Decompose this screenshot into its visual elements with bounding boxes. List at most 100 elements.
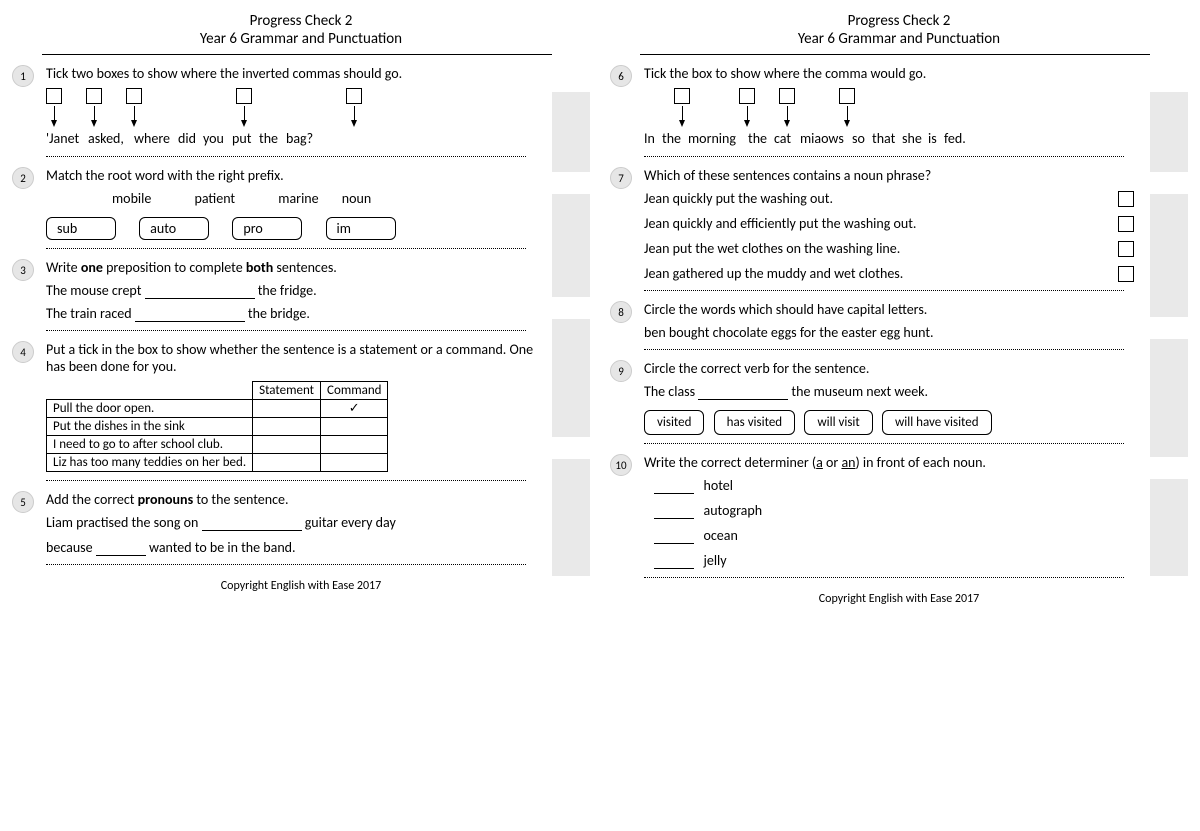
- command-cell[interactable]: [321, 454, 388, 472]
- q-text: Tick two boxes to show where the inverte…: [46, 65, 536, 82]
- checkbox[interactable]: [86, 88, 102, 104]
- noun: ocean: [704, 527, 738, 544]
- word: In: [644, 130, 655, 147]
- checkbox[interactable]: [739, 88, 755, 104]
- sentence-part: wanted to be in the band.: [146, 539, 296, 556]
- blank[interactable]: [654, 480, 694, 494]
- header-rule: [42, 54, 552, 55]
- blank[interactable]: [654, 505, 694, 519]
- sentence-part: The train raced: [46, 305, 135, 322]
- q-number: 2: [12, 167, 34, 189]
- verb-option[interactable]: has visited: [714, 410, 796, 435]
- checkbox[interactable]: [674, 88, 690, 104]
- score-box[interactable]: [552, 772, 590, 794]
- prefix-box[interactable]: sub: [46, 217, 116, 240]
- noun: jelly: [704, 552, 727, 569]
- prefix-box[interactable]: im: [326, 217, 396, 240]
- blank[interactable]: [135, 308, 245, 322]
- separator: [46, 156, 526, 157]
- blank[interactable]: [654, 530, 694, 544]
- word: miaows: [800, 130, 844, 147]
- q-text: Match the root word with the right prefi…: [46, 167, 536, 184]
- statement-cell[interactable]: [253, 400, 321, 418]
- q-text: Add the correct pronouns to the sentence…: [46, 491, 536, 508]
- score-box[interactable]: [1150, 582, 1188, 604]
- checkbox[interactable]: [46, 88, 62, 104]
- blank[interactable]: [96, 542, 146, 556]
- word: the: [662, 130, 681, 147]
- word: the: [748, 130, 767, 147]
- score-box[interactable]: [1150, 757, 1188, 779]
- sentence-part: the museum next week.: [788, 383, 928, 400]
- page-header: Progress Check 2 Year 6 Grammar and Punc…: [610, 12, 1188, 48]
- checkbox[interactable]: [236, 88, 252, 104]
- statement-cell[interactable]: [253, 418, 321, 436]
- checkbox[interactable]: [1118, 266, 1134, 282]
- word: where: [134, 130, 170, 147]
- checkbox[interactable]: [1118, 216, 1134, 232]
- sentence-part: the fridge.: [255, 282, 317, 299]
- separator: [644, 349, 1124, 350]
- verb-option[interactable]: will have visited: [882, 410, 992, 435]
- noun: hotel: [704, 477, 733, 494]
- header-line-2: Year 6 Grammar and Punctuation: [610, 30, 1188, 48]
- q-text: Circle the words which should have capit…: [644, 301, 1134, 318]
- header-line-2: Year 6 Grammar and Punctuation: [12, 30, 590, 48]
- separator: [46, 248, 526, 249]
- worksheet-pages: Progress Check 2 Year 6 Grammar and Punc…: [12, 12, 1188, 606]
- table-row: I need to go to after school club.: [47, 436, 253, 454]
- question-6: 6 Tick the box to show where the comma w…: [610, 65, 1188, 148]
- separator: [46, 480, 526, 481]
- q-text: Circle the correct verb for the sentence…: [644, 360, 1134, 377]
- sentence-part: the bridge.: [245, 305, 310, 322]
- blank[interactable]: [202, 517, 302, 531]
- blank[interactable]: [654, 555, 694, 569]
- command-cell[interactable]: ✓: [321, 400, 388, 418]
- question-4: 4 Put a tick in the box to show whether …: [12, 341, 590, 472]
- separator: [46, 564, 526, 565]
- statement-cell[interactable]: [253, 454, 321, 472]
- word: the: [259, 130, 278, 147]
- q-text: Which of these sentences contains a noun…: [644, 167, 1134, 184]
- tick-sentence: 'Janet asked, where did you put the bag?: [46, 88, 536, 148]
- q-number: 3: [12, 259, 34, 281]
- checkbox[interactable]: [346, 88, 362, 104]
- question-10: 10 Write the correct determiner (a or an…: [610, 454, 1188, 569]
- word: bag?: [286, 130, 313, 147]
- checkbox[interactable]: [126, 88, 142, 104]
- score-box[interactable]: [552, 647, 590, 669]
- separator: [644, 156, 1124, 157]
- question-3: 3 Write one preposition to complete both…: [12, 259, 590, 322]
- table-row: Put the dishes in the sink: [47, 418, 253, 436]
- prefix-box[interactable]: auto: [139, 217, 209, 240]
- blank[interactable]: [145, 285, 255, 299]
- q-number: 9: [610, 360, 632, 382]
- checkbox[interactable]: [839, 88, 855, 104]
- footer: Copyright English with Ease 2017: [12, 579, 590, 593]
- blank[interactable]: [698, 386, 788, 400]
- tick-sentence: In the morning the cat miaows so that sh…: [644, 88, 1134, 148]
- table-row: Pull the door open.: [47, 400, 253, 418]
- verb-option[interactable]: visited: [644, 410, 704, 435]
- sentence: ben bought chocolate eggs for the easter…: [644, 324, 1134, 341]
- verb-option[interactable]: will visit: [804, 410, 872, 435]
- checkbox[interactable]: [1118, 191, 1134, 207]
- checkbox[interactable]: [779, 88, 795, 104]
- question-9: 9 Circle the correct verb for the senten…: [610, 360, 1188, 435]
- prefix-box[interactable]: pro: [232, 217, 302, 240]
- command-cell[interactable]: [321, 436, 388, 454]
- checkbox[interactable]: [1118, 241, 1134, 257]
- word: is: [928, 130, 937, 147]
- word: you: [203, 130, 224, 147]
- word: fed.: [944, 130, 966, 147]
- word: put: [232, 130, 251, 147]
- option: Jean quickly and efficiently put the was…: [644, 215, 1118, 232]
- word: 'Janet: [46, 130, 79, 147]
- question-8: 8 Circle the words which should have cap…: [610, 301, 1188, 341]
- word: she: [902, 130, 922, 147]
- separator: [644, 290, 1124, 291]
- q-number: 7: [610, 167, 632, 189]
- command-cell[interactable]: [321, 418, 388, 436]
- statement-cell[interactable]: [253, 436, 321, 454]
- sentence-part: because: [46, 539, 96, 556]
